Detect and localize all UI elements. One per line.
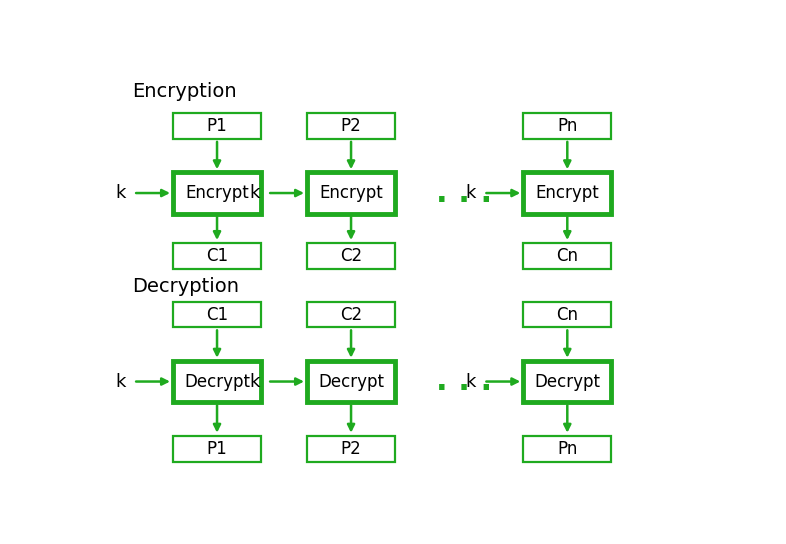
Text: P2: P2 [340,117,362,135]
FancyBboxPatch shape [173,301,261,327]
Text: k: k [250,373,260,391]
Text: k: k [116,373,126,391]
Text: Encryption: Encryption [132,82,237,101]
FancyBboxPatch shape [523,301,612,327]
FancyBboxPatch shape [173,361,261,403]
Text: P1: P1 [207,117,227,135]
FancyBboxPatch shape [307,243,395,269]
FancyBboxPatch shape [307,301,395,327]
Text: Pn: Pn [557,440,578,458]
FancyBboxPatch shape [523,172,612,214]
Text: k: k [116,184,126,202]
Text: Encrypt: Encrypt [319,184,383,202]
Text: k: k [250,184,260,202]
Text: k: k [466,184,476,202]
Text: C1: C1 [206,247,228,265]
Text: Decryption: Decryption [132,277,239,296]
Text: C1: C1 [206,306,228,324]
FancyBboxPatch shape [307,436,395,461]
Text: . . .: . . . [435,367,492,396]
Text: k: k [466,373,476,391]
Text: P2: P2 [340,440,362,458]
Text: C2: C2 [340,306,362,324]
FancyBboxPatch shape [173,243,261,269]
Text: Decrypt: Decrypt [184,373,250,391]
Text: Pn: Pn [557,117,578,135]
FancyBboxPatch shape [173,436,261,461]
FancyBboxPatch shape [173,172,261,214]
FancyBboxPatch shape [307,172,395,214]
Text: P1: P1 [207,440,227,458]
FancyBboxPatch shape [173,113,261,139]
FancyBboxPatch shape [523,243,612,269]
Text: Cn: Cn [556,247,578,265]
Text: Decrypt: Decrypt [318,373,384,391]
Text: Encrypt: Encrypt [185,184,249,202]
Text: . . .: . . . [435,178,492,208]
FancyBboxPatch shape [307,113,395,139]
Text: C2: C2 [340,247,362,265]
FancyBboxPatch shape [523,113,612,139]
FancyBboxPatch shape [523,436,612,461]
Text: Decrypt: Decrypt [534,373,601,391]
FancyBboxPatch shape [523,361,612,403]
Text: Cn: Cn [556,306,578,324]
Text: Encrypt: Encrypt [535,184,599,202]
FancyBboxPatch shape [307,361,395,403]
